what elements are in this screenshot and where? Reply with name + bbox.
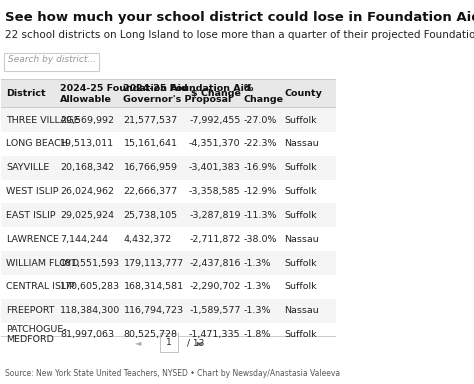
FancyBboxPatch shape	[4, 53, 99, 71]
Text: Suffolk: Suffolk	[284, 116, 317, 124]
Text: WILLIAM FLOYD: WILLIAM FLOYD	[7, 258, 80, 268]
Text: 16,766,959: 16,766,959	[124, 163, 177, 172]
Text: -27.0%: -27.0%	[244, 116, 277, 124]
FancyBboxPatch shape	[1, 156, 336, 180]
Text: 7,144,244: 7,144,244	[60, 235, 108, 244]
FancyBboxPatch shape	[1, 251, 336, 275]
Text: EAST ISLIP: EAST ISLIP	[7, 211, 56, 220]
Text: Suffolk: Suffolk	[284, 187, 317, 196]
Text: See how much your school district could lose in Foundation Aid: See how much your school district could …	[5, 11, 474, 24]
Text: District: District	[7, 89, 46, 98]
Text: -3,401,383: -3,401,383	[189, 163, 241, 172]
Text: -16.9%: -16.9%	[244, 163, 277, 172]
Text: 118,384,300: 118,384,300	[60, 306, 120, 315]
Text: 19,513,011: 19,513,011	[60, 139, 114, 148]
Text: 20,168,342: 20,168,342	[60, 163, 114, 172]
Text: FREEPORT: FREEPORT	[7, 306, 55, 315]
Text: $ Change: $ Change	[191, 89, 241, 98]
Text: WEST ISLIP: WEST ISLIP	[7, 187, 59, 196]
FancyBboxPatch shape	[1, 180, 336, 204]
Text: 2024-25 Foundation Aid
Allowable: 2024-25 Foundation Aid Allowable	[60, 84, 188, 104]
Text: 181,551,593: 181,551,593	[60, 258, 120, 268]
FancyBboxPatch shape	[1, 336, 336, 337]
Text: -7,992,455: -7,992,455	[189, 116, 241, 124]
Text: PATCHOGUE-
MEDFORD: PATCHOGUE- MEDFORD	[7, 325, 67, 344]
Text: 1: 1	[166, 338, 172, 347]
Text: 29,569,992: 29,569,992	[60, 116, 114, 124]
Text: Source: New York State United Teachers, NYSED • Chart by Newsday/Anastasia Valee: Source: New York State United Teachers, …	[5, 369, 340, 378]
Text: 80,525,728: 80,525,728	[124, 330, 177, 339]
FancyBboxPatch shape	[1, 79, 336, 80]
Text: Nassau: Nassau	[284, 306, 319, 315]
Text: -1,589,577: -1,589,577	[189, 306, 241, 315]
Text: 170,605,283: 170,605,283	[60, 282, 120, 291]
Text: LONG BEACH: LONG BEACH	[7, 139, 68, 148]
Text: Search by district...: Search by district...	[8, 55, 96, 64]
Text: THREE VILLAGE: THREE VILLAGE	[7, 116, 80, 124]
Text: Nassau: Nassau	[284, 139, 319, 148]
Text: 26,024,962: 26,024,962	[60, 187, 114, 196]
Text: %
Change: % Change	[244, 84, 284, 104]
Text: ►: ►	[197, 338, 204, 347]
Text: ◄: ◄	[135, 338, 142, 347]
FancyBboxPatch shape	[1, 227, 336, 251]
Text: -1.3%: -1.3%	[244, 306, 272, 315]
Text: Suffolk: Suffolk	[284, 258, 317, 268]
Text: 4,432,372: 4,432,372	[124, 235, 172, 244]
Text: -1.3%: -1.3%	[244, 282, 272, 291]
Text: SAYVILLE: SAYVILLE	[7, 163, 50, 172]
Text: 81,997,063: 81,997,063	[60, 330, 114, 339]
FancyBboxPatch shape	[1, 79, 336, 108]
Text: -1.3%: -1.3%	[244, 258, 272, 268]
Text: Suffolk: Suffolk	[284, 211, 317, 220]
FancyBboxPatch shape	[1, 323, 336, 346]
Text: -38.0%: -38.0%	[244, 235, 277, 244]
Text: Suffolk: Suffolk	[284, 282, 317, 291]
Text: -11.3%: -11.3%	[244, 211, 277, 220]
Text: Suffolk: Suffolk	[284, 330, 317, 339]
Text: / 13: / 13	[187, 338, 204, 347]
Text: -3,287,819: -3,287,819	[189, 211, 241, 220]
Text: CENTRAL ISLIP: CENTRAL ISLIP	[7, 282, 75, 291]
Text: -2,437,816: -2,437,816	[189, 258, 241, 268]
Text: -2,711,872: -2,711,872	[189, 235, 241, 244]
Text: 25,738,105: 25,738,105	[124, 211, 178, 220]
Text: 22 school districts on Long Island to lose more than a quarter of their projecte: 22 school districts on Long Island to lo…	[5, 30, 474, 40]
Text: 2024-25 Foundation Aid
Governor's Proposal: 2024-25 Foundation Aid Governor's Propos…	[124, 84, 251, 104]
Text: 21,577,537: 21,577,537	[124, 116, 178, 124]
FancyBboxPatch shape	[1, 132, 336, 156]
FancyBboxPatch shape	[160, 333, 178, 352]
Text: LAWRENCE: LAWRENCE	[7, 235, 59, 244]
Text: 116,794,723: 116,794,723	[124, 306, 183, 315]
Text: -1,471,335: -1,471,335	[189, 330, 241, 339]
Text: -1.8%: -1.8%	[244, 330, 271, 339]
Text: 168,314,581: 168,314,581	[124, 282, 183, 291]
Text: 15,161,641: 15,161,641	[124, 139, 177, 148]
Text: County: County	[284, 89, 322, 98]
Text: -4,351,370: -4,351,370	[189, 139, 241, 148]
Text: 22,666,377: 22,666,377	[124, 187, 178, 196]
FancyBboxPatch shape	[1, 204, 336, 227]
Text: Suffolk: Suffolk	[284, 163, 317, 172]
FancyBboxPatch shape	[1, 275, 336, 299]
FancyBboxPatch shape	[1, 299, 336, 323]
Text: 179,113,777: 179,113,777	[124, 258, 183, 268]
Text: 29,025,924: 29,025,924	[60, 211, 114, 220]
Text: -12.9%: -12.9%	[244, 187, 277, 196]
FancyBboxPatch shape	[1, 108, 336, 132]
Text: Nassau: Nassau	[284, 235, 319, 244]
Text: -3,358,585: -3,358,585	[189, 187, 241, 196]
Text: -22.3%: -22.3%	[244, 139, 277, 148]
Text: -2,290,702: -2,290,702	[189, 282, 241, 291]
